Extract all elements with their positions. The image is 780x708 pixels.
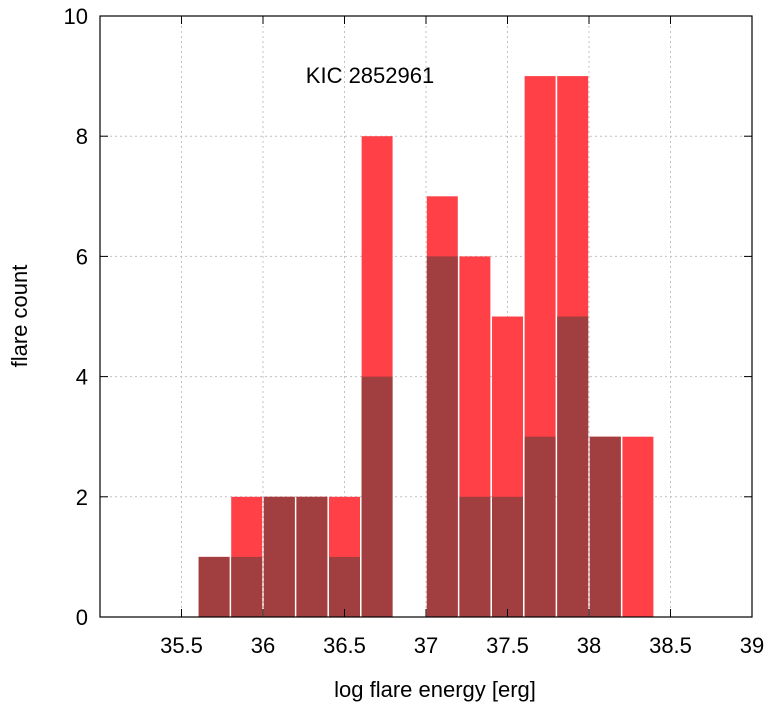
y-tick-label: 8 [76,124,88,149]
y-tick-label: 2 [76,485,88,510]
y-tick-label: 6 [76,244,88,269]
x-tick-label: 36.5 [323,633,366,658]
bar-subset [459,496,491,617]
bar-subset [263,496,295,617]
bar-subset [329,556,360,617]
bar-subset [361,376,393,617]
bar-subset [426,256,458,617]
x-tick-label: 37.5 [486,633,529,658]
x-axis-title: log flare energy [erg] [334,677,536,702]
bar-all-flares [622,436,654,617]
y-tick-label: 0 [76,605,88,630]
bar-subset [524,436,556,617]
bar-subset [198,556,230,617]
bar-subset [296,496,328,617]
grid [100,16,752,617]
x-tick-label: 39 [740,633,764,658]
y-tick-label: 10 [64,4,88,29]
x-tick-label: 36 [251,633,275,658]
bar-subset [492,496,523,617]
bars [198,76,654,618]
x-tick-label: 35.5 [160,633,203,658]
bar-subset [231,556,263,617]
x-tick-label: 37 [414,633,438,658]
y-axis-title: flare count [7,265,32,368]
y-tick-label: 4 [76,365,88,390]
bar-subset [589,436,621,617]
tick-labels: 35.5 36 36.5 37 37.5 38 38.5 39 0 2 4 6 8 10 [64,4,765,658]
chart-annotation: KIC 2852961 [306,63,434,88]
bar-subset [557,316,589,617]
plot-frame [99,15,753,618]
x-tick-label: 38 [577,633,601,658]
x-tick-label: 38.5 [649,633,692,658]
